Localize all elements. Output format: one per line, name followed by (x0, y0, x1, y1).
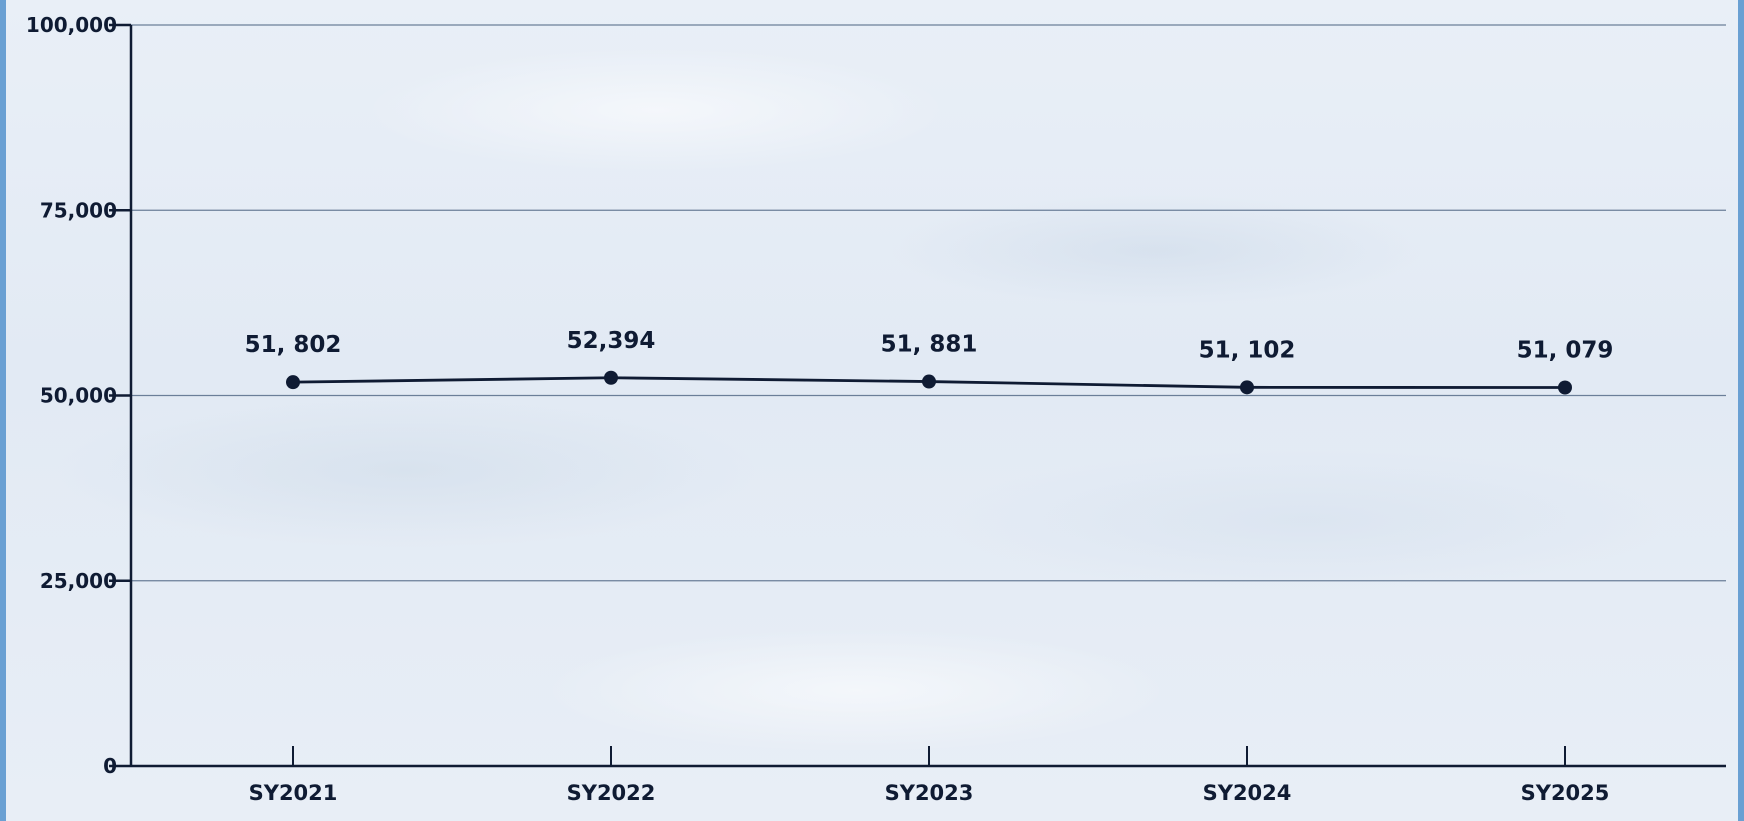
y-tick-label: 50,000 (40, 384, 117, 408)
data-point (1240, 380, 1254, 395)
series (286, 370, 1572, 395)
y-axis-ticks: 0 25,000 50,000 75,000 100,000 (26, 13, 131, 778)
y-tick-label: 25,000 (40, 569, 117, 593)
data-point (604, 370, 618, 385)
data-label: 52,394 (567, 328, 656, 354)
data-label: 51, 079 (1517, 338, 1614, 364)
data-point (922, 374, 936, 389)
data-point (286, 375, 300, 390)
data-label: 51, 102 (1199, 337, 1296, 363)
y-tick-label: 75,000 (40, 198, 117, 222)
y-tick-label: 0 (103, 754, 117, 778)
x-axis-ticks: SY2021 SY2022 SY2023 SY2024 SY2025 (249, 746, 1610, 805)
data-point (1558, 380, 1572, 395)
data-labels: 51, 802 52,394 51, 881 51, 102 51, 079 (245, 328, 1614, 364)
x-tick-label: SY2021 (249, 781, 338, 805)
data-label: 51, 802 (245, 332, 342, 358)
x-tick-label: SY2024 (1203, 781, 1292, 805)
x-tick-label: SY2023 (885, 781, 974, 805)
y-tick-label: 100,000 (26, 13, 117, 37)
x-tick-label: SY2025 (1521, 781, 1610, 805)
x-tick-label: SY2022 (567, 781, 656, 805)
gridlines (131, 24, 1726, 582)
data-label: 51, 881 (881, 332, 978, 358)
